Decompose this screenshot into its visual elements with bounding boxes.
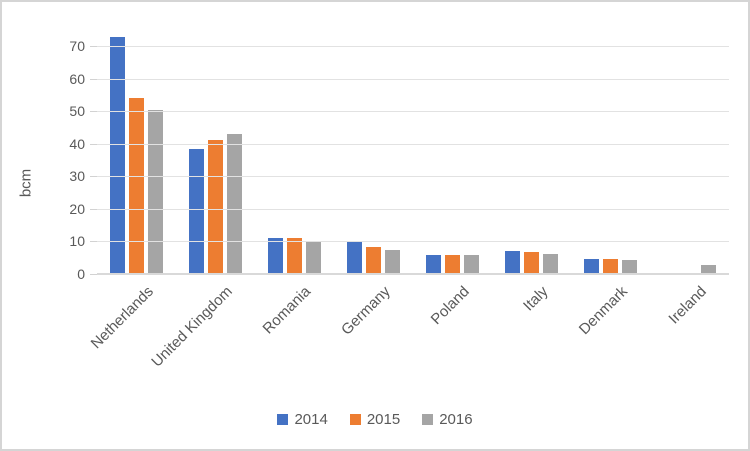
legend: 2014 2015 2016 [2,411,748,428]
y-tick-label-20: 20 [69,200,85,217]
x-label-germany: Germany [337,283,394,339]
y-axis-tick-40 [90,143,97,145]
bar-2015-poland [445,254,460,274]
bar-2016-romania [306,242,321,274]
bar-2015-romania [287,237,302,274]
y-tick-label-0: 0 [77,266,85,282]
bar-2016-netherlands [148,109,163,274]
y-axis-tick-50 [90,111,97,113]
bar-2014-united-kingdom [189,148,204,274]
gridline-10 [97,241,729,243]
gridline-60 [97,78,729,80]
bar-2014-germany [347,240,362,274]
bar-2016-denmark [622,259,637,274]
bar-2016-poland [464,254,479,274]
x-label-denmark: Denmark [575,283,631,339]
gridline-50 [97,111,729,113]
x-label-poland: Poland [427,283,473,329]
gridline-30 [97,176,729,178]
legend-swatch-2014 [277,414,289,425]
bar-2016-germany [385,250,400,274]
bar-2015-italy [524,251,539,274]
bar-2015-netherlands [129,98,144,274]
y-tick-label-10: 10 [69,233,85,250]
x-label-italy: Italy [520,283,552,315]
y-axis-tick-20 [90,208,97,210]
plot-area [90,22,729,275]
legend-item-2014: 2014 [277,411,328,428]
y-axis-tick-60 [90,78,97,80]
gridline-70 [97,46,729,48]
bar-2015-germany [366,246,381,274]
bar-group-italy [492,22,571,274]
legend-item-2016: 2016 [422,411,473,428]
bar-group-netherlands [97,22,176,274]
bar-2016-ireland [701,264,716,274]
bar-group-united-kingdom [176,22,255,274]
gridline-20 [97,208,729,210]
y-tick-label-70: 70 [69,38,85,55]
y-axis-tick-0 [90,274,97,275]
bar-group-romania [255,22,334,274]
bar-group-ireland [650,22,729,274]
legend-item-2015: 2015 [349,411,401,428]
y-tick-label-50: 50 [69,103,85,120]
bar-2016-italy [543,254,558,274]
bar-group-denmark [571,22,650,274]
legend-swatch-2016 [422,414,434,425]
bar-2014-italy [505,250,520,274]
y-tick-label-30: 30 [69,168,85,185]
y-axis-tick-30 [90,176,97,178]
y-axis-tick-10 [90,241,97,243]
y-tick-label-40: 40 [69,135,85,152]
y-axis-tick-70 [90,46,97,48]
x-axis-line [97,273,729,275]
gridline-40 [97,143,729,145]
bar-2014-netherlands [110,36,125,274]
legend-label-2014: 2014 [294,411,328,428]
bar-2015-united-kingdom [208,140,223,274]
bar-2014-denmark [584,259,599,274]
bar-group-germany [334,22,413,274]
y-tick-label-60: 60 [69,70,85,87]
bar-groups [97,22,729,274]
x-label-ireland: Ireland [665,283,710,328]
legend-swatch-2015 [349,414,361,425]
legend-label-2015: 2015 [366,411,401,428]
legend-label-2016: 2016 [439,411,473,428]
x-label-netherlands: Netherlands [87,283,157,353]
bar-2015-denmark [603,259,618,274]
bar-2014-romania [268,238,283,274]
x-label-romania: Romania [260,283,315,338]
x-label-united-kingdom: United Kingdom [148,283,236,371]
bar-group-poland [413,22,492,274]
bar-2016-united-kingdom [227,134,242,274]
y-axis-title: bcm [17,168,35,198]
bar-2014-poland [426,254,441,274]
